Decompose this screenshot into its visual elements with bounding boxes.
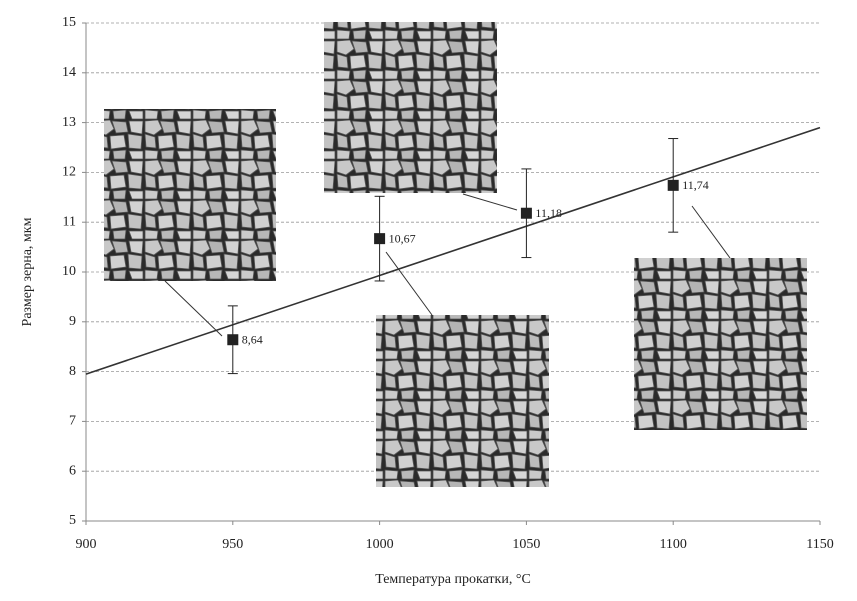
point xyxy=(667,179,679,191)
micrographs xyxy=(104,22,807,487)
x-tick-label: 950 xyxy=(222,537,243,552)
x-tick-label: 900 xyxy=(76,537,97,552)
leader-line xyxy=(462,193,518,211)
data-label: 8,64 xyxy=(242,332,263,346)
micrograph xyxy=(324,22,497,193)
data-label: 10,67 xyxy=(389,231,416,245)
x-tick-label: 1150 xyxy=(806,537,833,552)
x-tick-label: 1050 xyxy=(512,537,540,552)
data-label: 11,18 xyxy=(535,206,562,220)
y-tick-label: 15 xyxy=(62,15,76,30)
trend xyxy=(85,126,821,375)
y-tick-label: 7 xyxy=(69,414,76,429)
y-tick-label: 8 xyxy=(69,364,76,379)
y-tick-label: 13 xyxy=(62,115,76,130)
y-tick-label: 10 xyxy=(62,264,76,279)
x-axis-title: Температура прокатки, °C xyxy=(375,572,531,587)
x-tick-label: 1000 xyxy=(366,537,394,552)
y-tick-label: 12 xyxy=(62,165,76,180)
y-tick-label: 11 xyxy=(63,214,76,229)
point xyxy=(520,207,532,219)
micrograph xyxy=(634,258,807,430)
point xyxy=(374,233,386,245)
y-tick-label: 9 xyxy=(69,314,76,329)
x-tick-label: 1100 xyxy=(659,537,686,552)
micrograph xyxy=(376,315,549,487)
point xyxy=(227,334,239,346)
y-tick-label: 5 xyxy=(69,513,76,528)
leader-line xyxy=(385,251,433,316)
ticks: 5 6 7 8 9 10 11 12 13 14 15 900 950 1000 1050 1100 1150 xyxy=(62,15,834,552)
trend-line xyxy=(85,126,821,375)
marks: 8,64 10,67 11,18 11,74 xyxy=(227,138,709,375)
y-tick-label: 6 xyxy=(69,463,76,478)
y-tick-label: 14 xyxy=(62,65,76,80)
y-axis-title: Размер зерна, мкм xyxy=(20,217,35,326)
leader-line xyxy=(691,205,731,259)
micrograph xyxy=(104,109,276,281)
data-label: 11,74 xyxy=(682,178,709,192)
leader-line xyxy=(164,280,223,337)
